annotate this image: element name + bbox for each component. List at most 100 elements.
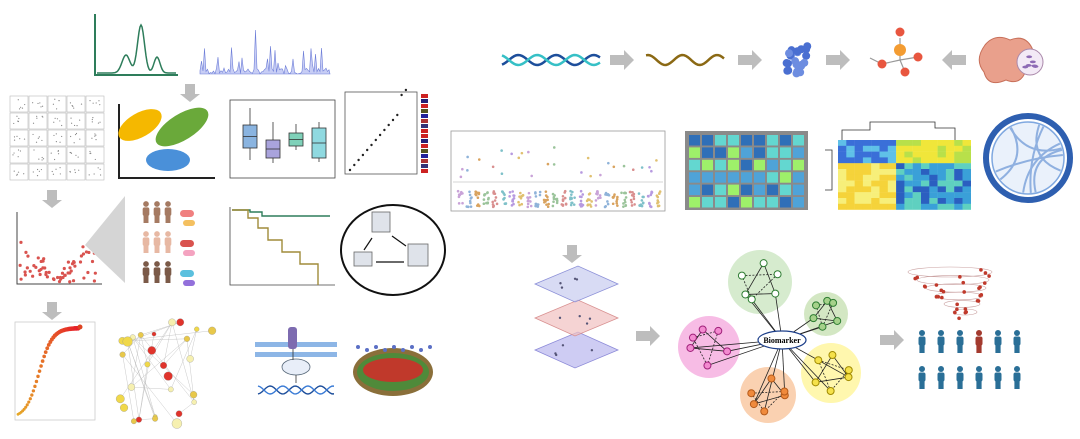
network-node <box>120 403 129 412</box>
network-node <box>176 318 185 327</box>
snp-dot <box>527 150 530 154</box>
volcano-dot <box>62 266 66 271</box>
matrix-dot <box>56 118 59 120</box>
matrix-dot <box>16 115 18 117</box>
heatmap-cell <box>846 145 855 152</box>
legend-swatch <box>421 114 428 118</box>
snp-dot <box>538 190 542 194</box>
cluster-node <box>703 361 712 370</box>
heatmap-cell <box>846 198 855 204</box>
network-edge <box>132 337 171 390</box>
grid-cell <box>715 159 726 171</box>
network-node <box>144 361 151 368</box>
matrix-dot <box>13 122 15 125</box>
snp-dot <box>648 165 651 169</box>
heatmap-cell <box>871 145 880 152</box>
cluster-edge <box>763 263 776 294</box>
flow-arrow <box>562 245 582 263</box>
volcano-dot <box>68 266 72 270</box>
snp-dot <box>586 198 590 201</box>
funnel-ring <box>907 266 993 278</box>
volcano-dot <box>36 256 40 260</box>
snp-dot <box>529 200 532 203</box>
heatmap-cell <box>937 151 947 158</box>
survival-curve <box>232 209 319 285</box>
snp-dot <box>500 149 503 152</box>
snp-dot <box>517 156 521 160</box>
grid-cell <box>754 172 765 183</box>
snp-dot <box>631 191 634 194</box>
cluster-node <box>767 374 776 383</box>
matrix-dot <box>17 120 20 123</box>
heatmap-cell <box>871 186 880 193</box>
cluster-halo <box>728 250 792 314</box>
patient-head <box>154 261 160 267</box>
patient-body <box>142 267 150 276</box>
snp-dot <box>538 193 542 197</box>
funnel-dot <box>983 271 988 275</box>
snp-dot <box>630 204 634 207</box>
snp-dot <box>624 191 627 195</box>
heatmap-cell <box>904 169 913 175</box>
chord <box>1033 148 1063 193</box>
flow-arrow <box>738 50 762 70</box>
cluster-node <box>698 325 707 334</box>
funnel-dot <box>987 274 991 278</box>
matrix-cell <box>9 95 29 113</box>
patient-body <box>153 267 161 276</box>
surface-protein <box>356 345 360 349</box>
rank-dot <box>378 133 382 137</box>
heatmap-cell <box>862 145 872 152</box>
snp-dot <box>579 189 583 193</box>
matrix-dot <box>91 121 93 123</box>
matrix-dot <box>50 152 52 154</box>
patient-body <box>164 207 172 216</box>
patient-head <box>143 231 149 237</box>
snp-dot <box>623 198 627 202</box>
snp-dot <box>511 190 514 193</box>
particle-core <box>363 358 423 382</box>
heatmap-cell <box>846 192 855 199</box>
heatmap-cell <box>887 163 897 170</box>
snp-dot <box>658 192 661 195</box>
grid-cell <box>793 172 804 183</box>
cluster-edge <box>822 302 834 327</box>
volcano-dot <box>19 240 23 244</box>
heatmap-cell <box>854 192 864 199</box>
heatmap-cell <box>912 174 922 181</box>
rank-dot <box>46 342 51 347</box>
grid-cell <box>741 184 752 196</box>
snp-dot <box>587 192 591 196</box>
snp-dot <box>546 205 550 208</box>
matrix-cell <box>9 146 29 164</box>
heatmap-cell <box>871 180 880 187</box>
grid-cell <box>741 172 752 183</box>
data-layer <box>533 265 620 303</box>
heatmap-cell <box>854 169 864 175</box>
snp-dot <box>570 193 573 196</box>
volcano-dot <box>31 274 35 278</box>
heatmap-cell <box>937 198 947 204</box>
network-edge <box>127 341 140 420</box>
matrix-dot <box>40 106 42 108</box>
layer-dot <box>578 314 581 318</box>
funnel-dot <box>976 299 981 303</box>
volcano-dot <box>79 254 84 258</box>
network-node <box>208 326 217 335</box>
snp-dot <box>503 193 506 197</box>
snp-dot <box>615 197 619 201</box>
heatmap-cell <box>879 169 888 175</box>
matrix-dot <box>61 135 63 138</box>
snp-dot <box>640 199 644 202</box>
network-node <box>115 394 125 404</box>
matrix-cell <box>47 95 67 113</box>
heatmap-cell <box>846 163 855 170</box>
heatmap-cell <box>854 186 864 193</box>
rank-dot <box>40 359 45 363</box>
matrix-dot <box>32 102 34 104</box>
snp-dot <box>581 193 585 196</box>
snp-dot <box>518 195 521 198</box>
heatmap-cell <box>846 180 855 187</box>
grid-cell <box>728 197 739 208</box>
